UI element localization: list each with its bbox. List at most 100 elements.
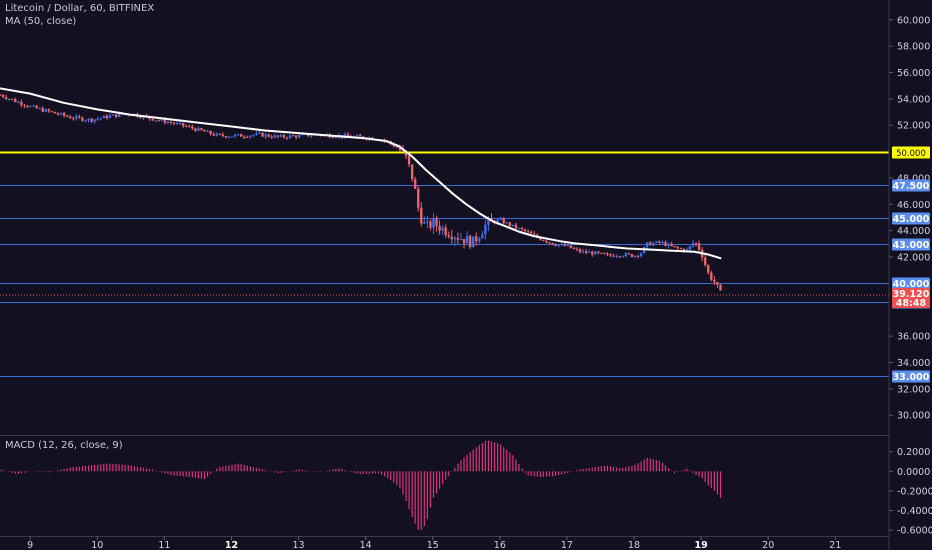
candle-body [707,265,710,273]
price-tick-label: 48.000 [897,173,930,184]
macd-legend[interactable]: MACD (12, 26, close, 9) [5,440,123,451]
candle-body [584,251,588,253]
candle-body [417,188,420,208]
candle-body [713,279,716,283]
candle-body [44,109,47,112]
candle-body [612,255,615,257]
candle-body [606,254,609,256]
candle-body [258,132,261,134]
candle-body [581,251,585,253]
candle-body [471,236,475,248]
price-tick-label: 30.000 [897,411,930,422]
candle-body [279,135,283,137]
price-tick-label: 60.000 [897,15,930,26]
candle-body [694,243,698,245]
candle-body [658,241,661,243]
candle-body [288,135,292,139]
candle-body [233,134,237,137]
price-tick-label: 58.000 [897,42,930,53]
countdown-label: 48:48 [896,298,927,309]
candle-body [453,237,457,240]
price-tick-label: 42.000 [897,253,930,264]
macd-tick-label: -0.2000 [897,486,932,497]
candle-body [645,242,649,247]
candle-body [87,118,90,121]
time-tick-label-10: 10 [91,540,103,550]
candle-body [151,118,154,121]
candle-body [102,115,105,119]
candle-body [26,106,29,108]
candle-body [294,135,298,138]
level-label-43.000: 43.000 [893,240,930,251]
candle-body [35,105,38,109]
candle-body [465,235,469,244]
current-price-box [892,288,930,309]
candle-body [575,248,579,250]
candle-body [227,136,231,138]
candle-body [20,101,23,106]
ma-legend[interactable]: MA (50, close) [5,16,77,27]
candle-body [529,231,533,234]
price-levels[interactable] [0,151,889,377]
candle-body [627,253,631,255]
candle-body [636,255,640,257]
time-tick-label-12: 12 [225,540,238,550]
candle-body [203,130,206,132]
candle-body [719,284,722,291]
candle-body [65,115,69,117]
candle-body [209,130,212,135]
candle-body [355,135,359,137]
candle-body [4,97,8,99]
candle-body [621,256,624,258]
candle-body [50,111,54,113]
candle-body [487,218,490,225]
candle-body [117,113,121,117]
macd-tick-label: -0.4000 [897,506,932,517]
price-tick-label: 46.000 [897,200,930,211]
level-label-box [892,179,930,192]
candle-body [691,243,695,247]
candle-body [664,242,667,246]
candle-body [261,132,264,137]
candle-body [578,249,582,253]
candle-body [56,113,60,115]
current-price-label: 39.120 [893,289,930,300]
candle-body [569,245,573,249]
candle-body [276,135,280,137]
candle-body [420,207,423,224]
macd-tick-label: 0.2000 [897,447,930,458]
ma-line [0,87,722,260]
candle-body [499,218,502,220]
candle-body [282,135,286,138]
symbol-legend: Litecoin / Dollar, 60, BITFINEX [5,3,155,14]
candle-body [560,244,563,246]
candle-body [667,243,670,246]
time-tick-label-17: 17 [561,540,573,550]
candle-body [200,128,203,131]
candle-body [252,134,255,136]
candle-body [429,221,432,228]
time-tick-label-13: 13 [293,540,305,550]
candle-body [264,134,267,137]
time-tick-label-18: 18 [628,540,640,550]
candle-body [697,243,701,250]
candle-body [273,135,276,138]
candle-body [239,134,243,137]
candle-body [441,227,444,231]
candle-body [423,221,426,224]
candle-body [478,238,481,242]
candle-body [435,218,438,227]
candle-body [297,134,301,138]
candle-body [484,224,487,235]
candle-body [334,137,338,139]
candle-body [160,119,163,121]
macd-tick-label: 0.0000 [897,467,930,478]
candle-body [548,242,551,244]
candle-body [633,255,637,258]
candle-body [542,240,545,242]
candle-body [29,106,32,108]
level-label-45.000: 45.000 [893,214,930,225]
candle-body [163,119,167,123]
candle-body [624,253,628,257]
